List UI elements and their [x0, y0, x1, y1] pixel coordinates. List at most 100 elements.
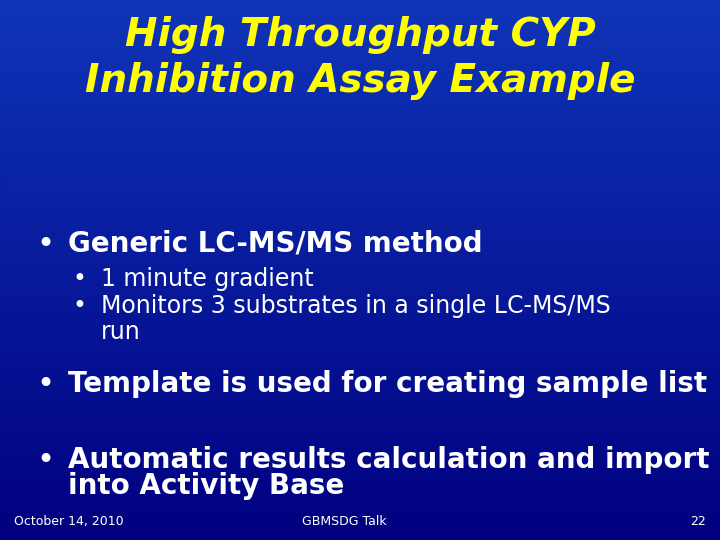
Bar	[0, 300, 720, 302]
Bar	[0, 489, 720, 491]
Bar	[0, 400, 720, 402]
Bar	[0, 219, 720, 221]
Bar	[0, 292, 720, 294]
Bar	[0, 454, 720, 456]
Bar	[0, 19, 720, 22]
Bar	[0, 213, 720, 216]
Bar	[0, 230, 720, 232]
Bar	[0, 262, 720, 265]
Bar	[0, 197, 720, 200]
Bar	[0, 151, 720, 154]
Bar	[0, 321, 720, 324]
Text: GBMSDG Talk: GBMSDG Talk	[302, 515, 387, 528]
Bar	[0, 500, 720, 502]
Bar	[0, 367, 720, 370]
Bar	[0, 86, 720, 89]
Bar	[0, 265, 720, 267]
Bar	[0, 508, 720, 510]
Text: into Activity Base: into Activity Base	[68, 472, 345, 501]
Bar	[0, 16, 720, 19]
Bar	[0, 532, 720, 535]
Bar	[0, 76, 720, 78]
Bar	[0, 256, 720, 259]
Bar	[0, 78, 720, 81]
Bar	[0, 448, 720, 451]
Bar	[0, 24, 720, 27]
Bar	[0, 472, 720, 475]
Bar	[0, 221, 720, 224]
Text: •: •	[36, 370, 54, 399]
Bar	[0, 216, 720, 219]
Bar	[0, 467, 720, 470]
Text: •: •	[36, 446, 54, 475]
Bar	[0, 146, 720, 148]
Bar	[0, 397, 720, 400]
Bar	[0, 308, 720, 310]
Bar	[0, 189, 720, 192]
Bar	[0, 389, 720, 392]
Bar	[0, 0, 720, 3]
Bar	[0, 483, 720, 486]
Bar	[0, 327, 720, 329]
Bar	[0, 8, 720, 11]
Bar	[0, 446, 720, 448]
Bar	[0, 440, 720, 443]
Bar	[0, 340, 720, 343]
Bar	[0, 157, 720, 159]
Bar	[0, 421, 720, 424]
Bar	[0, 51, 720, 54]
Bar	[0, 424, 720, 427]
Bar	[0, 84, 720, 86]
Bar	[0, 294, 720, 297]
Bar	[0, 383, 720, 386]
Bar	[0, 410, 720, 413]
Bar	[0, 359, 720, 362]
Bar	[0, 259, 720, 262]
Bar	[0, 481, 720, 483]
Bar	[0, 54, 720, 57]
Bar	[0, 510, 720, 513]
Bar	[0, 416, 720, 418]
Bar	[0, 127, 720, 130]
Bar	[0, 113, 720, 116]
Bar	[0, 313, 720, 316]
Text: •: •	[72, 294, 86, 318]
Bar	[0, 521, 720, 524]
Bar	[0, 192, 720, 194]
Bar	[0, 167, 720, 170]
Bar	[0, 135, 720, 138]
Bar	[0, 464, 720, 467]
Text: Generic LC-MS/MS method: Generic LC-MS/MS method	[68, 230, 483, 258]
Bar	[0, 319, 720, 321]
Bar	[0, 178, 720, 181]
Bar	[0, 94, 720, 97]
Bar	[0, 518, 720, 521]
Bar	[0, 418, 720, 421]
Text: Monitors 3 substrates in a single LC-MS/MS: Monitors 3 substrates in a single LC-MS/…	[101, 294, 611, 318]
Bar	[0, 111, 720, 113]
Bar	[0, 375, 720, 378]
Bar	[0, 284, 720, 286]
Bar	[0, 310, 720, 313]
Text: Automatic results calculation and import: Automatic results calculation and import	[68, 446, 710, 474]
Bar	[0, 516, 720, 518]
Bar	[0, 108, 720, 111]
Bar	[0, 537, 720, 540]
Bar	[0, 362, 720, 364]
Bar	[0, 176, 720, 178]
Bar	[0, 270, 720, 273]
Bar	[0, 32, 720, 35]
Bar	[0, 73, 720, 76]
Bar	[0, 5, 720, 8]
Bar	[0, 386, 720, 389]
Bar	[0, 181, 720, 184]
Bar	[0, 373, 720, 375]
Bar	[0, 159, 720, 162]
Bar	[0, 435, 720, 437]
Bar	[0, 186, 720, 189]
Bar	[0, 246, 720, 248]
Bar	[0, 364, 720, 367]
Bar	[0, 491, 720, 494]
Bar	[0, 405, 720, 408]
Bar	[0, 526, 720, 529]
